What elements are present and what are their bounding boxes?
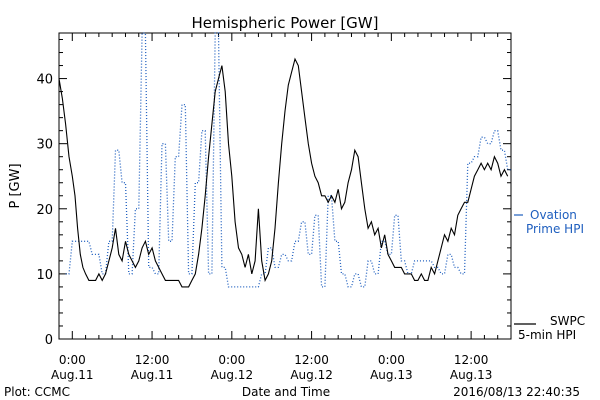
legend-ovation-label-1: Ovation: [530, 208, 577, 222]
x-tick-date-label: Aug.12: [211, 368, 254, 382]
y-tick-label: 20: [36, 203, 53, 218]
x-axis-label: Date and Time: [242, 385, 330, 399]
chart-title: Hemispheric Power [GW]: [192, 14, 379, 32]
legend-swpc-label-1: SWPC: [550, 314, 585, 328]
footer-right: 2016/08/13 22:40:35: [453, 385, 580, 399]
x-tick-time-label: 0:00: [218, 353, 245, 367]
legend-swpc-label-2: 5-min HPI: [518, 328, 576, 342]
x-tick-time-label: 12:00: [294, 353, 329, 367]
x-tick-date-label: Aug.12: [290, 368, 333, 382]
footer-left: Plot: CCMC: [4, 385, 70, 399]
y-tick-label: 0: [45, 333, 53, 348]
x-tick-date-label: Aug.11: [51, 368, 94, 382]
y-tick-label: 30: [36, 138, 53, 153]
ovation-prime-hpi-line: [65, 32, 511, 288]
x-tick-time-label: 0:00: [59, 353, 86, 367]
series-layer: [58, 32, 511, 288]
legend-ovation-label-2: Prime HPI: [526, 222, 584, 236]
y-tick-label: 10: [36, 268, 53, 283]
x-tick-date-label: Aug.13: [370, 368, 413, 382]
x-axis: 0:00Aug.1112:00Aug.110:00Aug.1212:00Aug.…: [51, 33, 512, 382]
plot-area-frame: [58, 32, 512, 340]
x-tick-date-label: Aug.13: [450, 368, 493, 382]
y-tick-label: 40: [36, 73, 53, 88]
y-axis-label: P [GW]: [8, 163, 23, 208]
swpc-hpi-line: [58, 57, 509, 288]
x-tick-time-label: 0:00: [378, 353, 405, 367]
x-tick-time-label: 12:00: [454, 353, 489, 367]
x-tick-date-label: Aug.11: [131, 368, 174, 382]
y-axis: 0 10 20 30 40: [36, 39, 511, 348]
x-tick-time-label: 12:00: [135, 353, 170, 367]
